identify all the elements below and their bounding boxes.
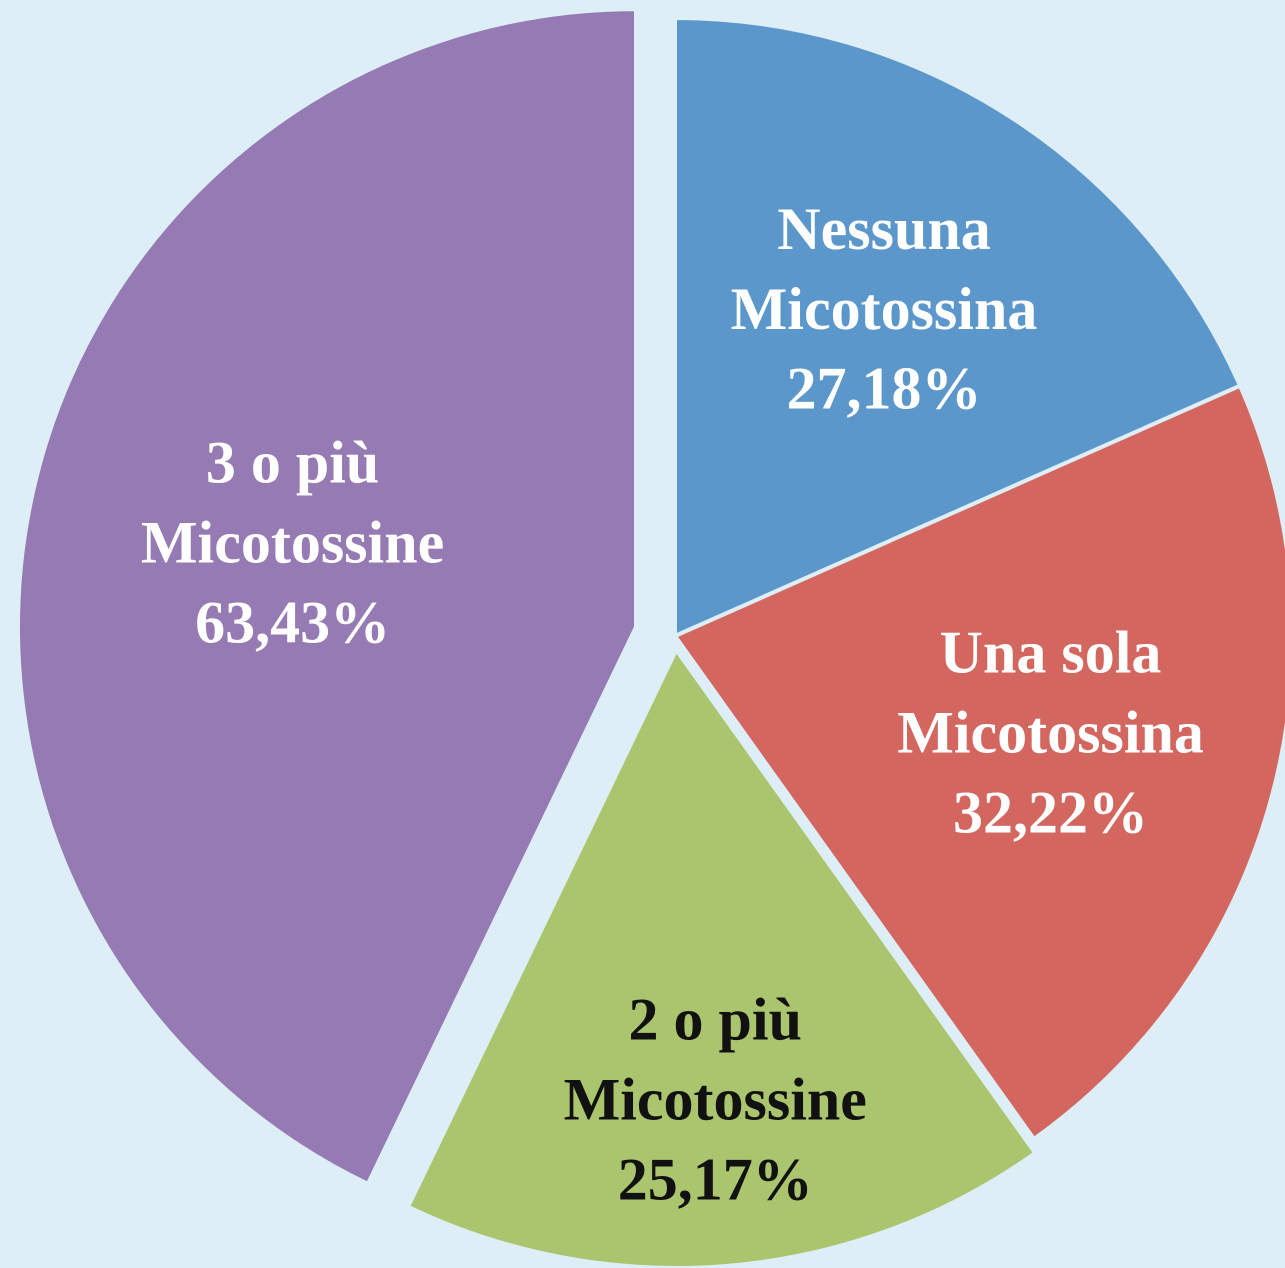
category-line: 3 o più xyxy=(206,429,379,495)
slice-label: Una sola Micotossina 32,22% xyxy=(897,620,1204,846)
category-line: 2 o più xyxy=(629,986,802,1052)
slice-label: 2 o più Micotossine 25,17% xyxy=(564,986,867,1212)
pie-slice xyxy=(671,383,1285,1142)
category-label: Una sola Micotossina xyxy=(897,620,1204,766)
slice-label: Nessuna Micotossina 27,18% xyxy=(731,196,1038,422)
value-label: 63,43% xyxy=(195,589,390,655)
category-label: 3 o più Micotossine xyxy=(141,429,444,575)
pie-slice xyxy=(673,15,1243,640)
value-label: 25,17% xyxy=(618,1146,813,1212)
category-line: Micotossine xyxy=(564,1066,867,1132)
category-line: Micotossina xyxy=(897,700,1204,766)
category-line: Una sola xyxy=(940,620,1162,686)
category-line: Micotossine xyxy=(141,509,444,575)
category-label: Nessuna Micotossina xyxy=(731,196,1038,342)
value-label: 32,22% xyxy=(953,780,1148,846)
category-line: Micotossina xyxy=(731,276,1038,342)
pie-slice xyxy=(405,646,1038,1268)
slice-label: 3 o più Micotossine 63,43% xyxy=(141,429,444,655)
pie-slice xyxy=(16,7,639,1187)
category-line: Nessuna xyxy=(777,196,990,262)
category-label: 2 o più Micotossine xyxy=(564,986,867,1132)
value-label: 27,18% xyxy=(787,356,982,422)
